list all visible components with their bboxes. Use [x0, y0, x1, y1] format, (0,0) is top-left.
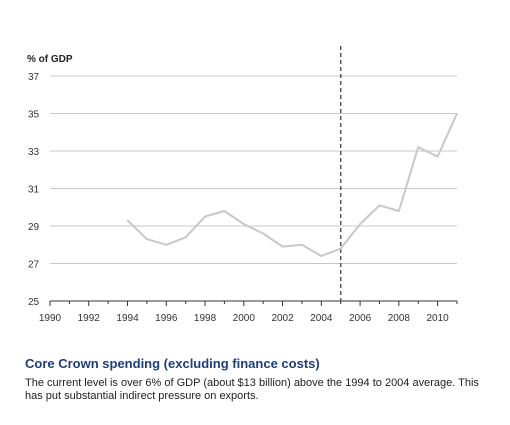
data-point [281, 245, 284, 248]
data-point [146, 238, 148, 240]
series-line [126, 113, 458, 257]
x-tick-label: 1996 [155, 313, 178, 324]
y-axis-unit-label: % of GDP [27, 54, 73, 65]
data-point [243, 223, 245, 225]
x-tick-label: 1992 [78, 313, 101, 324]
y-tick-label: 27 [28, 260, 40, 271]
y-tick-label: 33 [28, 147, 40, 158]
y-tick-label: 37 [28, 72, 40, 83]
series-lines [126, 112, 458, 257]
data-point [184, 236, 187, 239]
data-point [223, 210, 226, 212]
x-tick-label: 2000 [233, 313, 256, 324]
x-tick-label: 1994 [116, 313, 139, 324]
data-point [204, 215, 206, 218]
x-tick-label: 2004 [310, 313, 333, 324]
x-tick-label: 2008 [388, 313, 411, 324]
caption-title: Core Crown spending (excluding finance c… [25, 356, 320, 371]
data-point [378, 204, 381, 207]
data-point [126, 219, 129, 222]
data-point [359, 223, 361, 225]
gridlines [50, 75, 457, 264]
x-tick-label: 1990 [39, 313, 62, 324]
data-point [339, 247, 342, 250]
y-tick-label: 35 [28, 110, 40, 121]
chart: % of GDP 37 35 33 31 29 27 25 1990 1992 1994 1996… [27, 46, 458, 324]
data-point [436, 155, 439, 158]
data-point [417, 146, 420, 149]
data-point [262, 232, 264, 235]
x-tick-label: 2002 [271, 313, 294, 324]
x-tick-label: 1998 [194, 313, 217, 324]
x-tick-label: 2006 [349, 313, 372, 324]
data-point [456, 112, 458, 115]
data-point [301, 243, 303, 246]
y-tick-label: 29 [28, 222, 40, 233]
data-point [165, 243, 168, 246]
x-tick-label: 2010 [426, 313, 449, 324]
y-tick-label: 31 [28, 185, 40, 196]
y-tick-labels: 37 35 33 31 29 27 25 [28, 72, 40, 308]
data-point [320, 255, 323, 257]
chart-caption: Core Crown spending (excluding finance c… [25, 356, 495, 403]
caption-body: The current level is over 6% of GDP (abo… [25, 377, 479, 402]
x-axis: 1990 1992 1994 1996 1998 2000 2002 2004 2006 2008… [39, 300, 458, 324]
y-tick-label: 25 [28, 297, 40, 308]
data-point [398, 210, 400, 212]
